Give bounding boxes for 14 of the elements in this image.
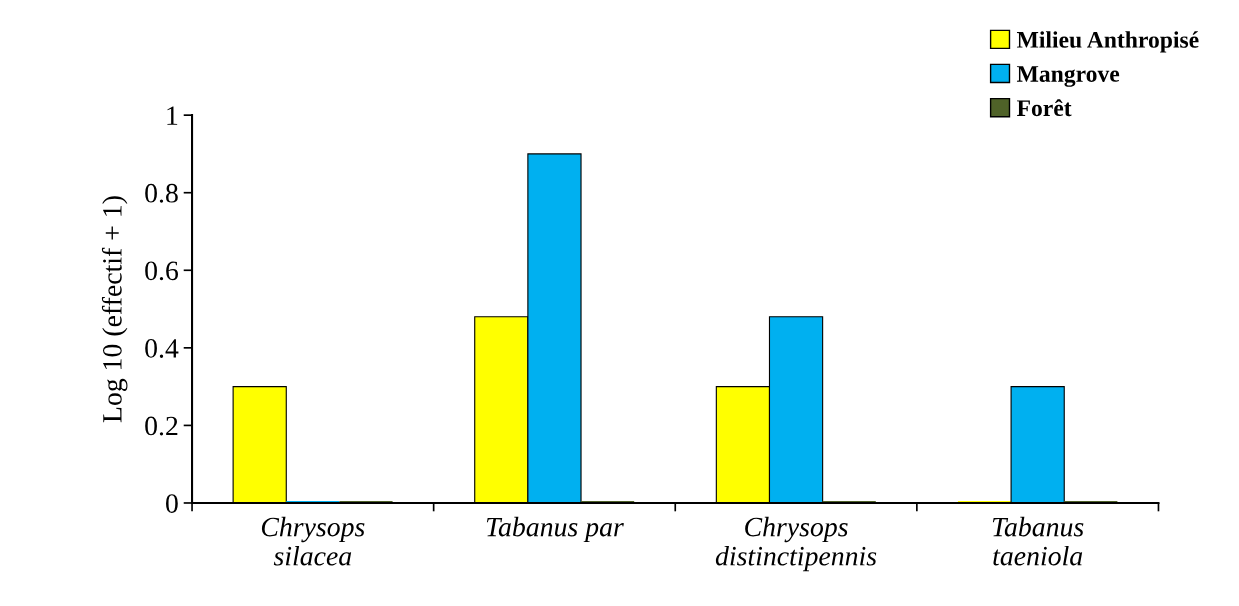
x-tick-label: Tabanus taeniola (992, 516, 1084, 566)
y-tick-label: 0.6 (145, 261, 179, 281)
y-tick-label: 0.4 (145, 339, 179, 358)
y-tick-label: 0.8 (145, 183, 178, 203)
x-tick-label: Tabanus par (486, 516, 624, 543)
legend-label: Mangrove (1016, 66, 1120, 87)
x-tick-label: Chrysops distinctipennis (715, 516, 877, 572)
y-tick-label: 1 (167, 106, 178, 125)
y-tick-label: 0 (166, 494, 178, 513)
x-tick-label: Chrysops silacea (261, 516, 365, 566)
y-axis-title: Log 10 (effectif + 1) (101, 196, 128, 423)
legend-label: Milieu Anthropisé (1016, 31, 1199, 53)
y-tick-label: 0.2 (145, 416, 178, 436)
legend-label: Forêt (1016, 99, 1072, 117)
